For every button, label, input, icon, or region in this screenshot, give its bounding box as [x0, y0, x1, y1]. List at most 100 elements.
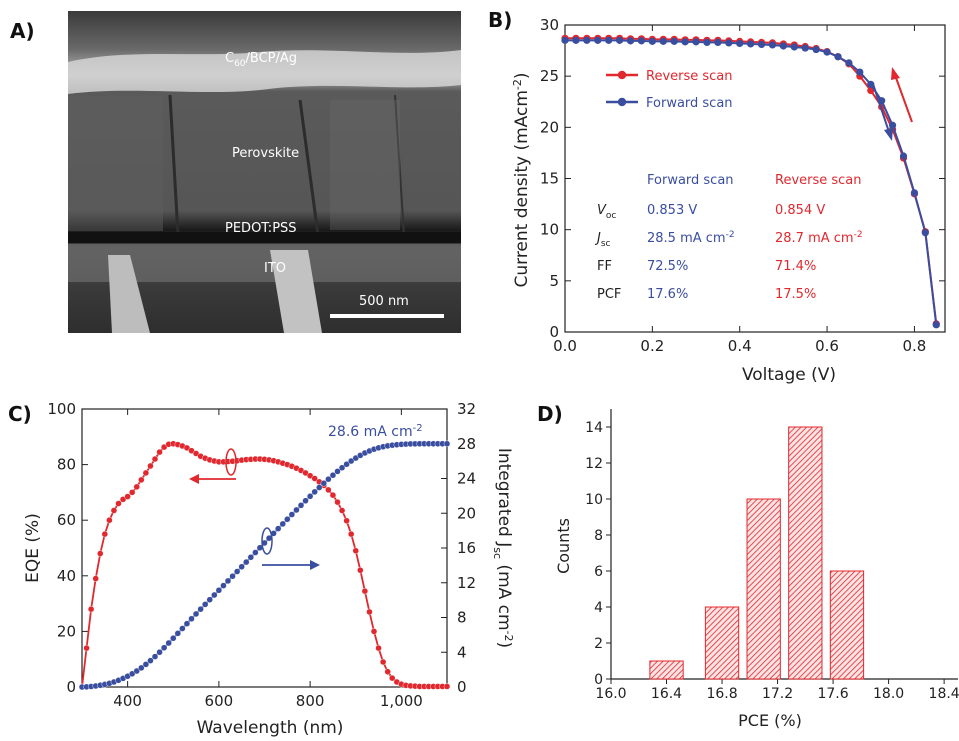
eqe-y2tick-label: 0: [457, 678, 467, 696]
eqe-y2tick-label: 24: [457, 470, 476, 488]
jv-point-forward: [648, 37, 656, 45]
panel-b-label: B): [488, 8, 512, 32]
jv-point-forward: [921, 229, 929, 237]
panel-c-label: C): [8, 402, 32, 426]
hist-bar: [704, 606, 740, 680]
jv-line-reverse: [565, 37, 938, 324]
integrated-jsc-point: [170, 635, 177, 642]
eqe-point: [343, 517, 350, 524]
eqe-point: [147, 462, 154, 470]
integrated-jsc-point: [334, 468, 341, 475]
eqe-point: [101, 530, 109, 538]
jv-point-forward: [834, 53, 842, 61]
eqe-point: [92, 575, 99, 582]
integrated-jsc-point: [252, 549, 259, 556]
eqe-ytick-label: 100: [47, 400, 76, 418]
jv-point-forward: [670, 37, 678, 45]
eqe-point: [347, 530, 355, 538]
eqe-frame: [81, 408, 448, 688]
eqe-ylabel: EQE (%): [23, 513, 43, 583]
eqe-point: [338, 507, 346, 514]
hist-ytick-label: 14: [585, 420, 603, 436]
integrated-jsc-point: [138, 664, 145, 672]
hist-plot: [649, 426, 865, 680]
eqe-xtick-label: 600: [205, 692, 234, 710]
eqe-y2tick-label: 20: [457, 504, 476, 522]
jv-point-forward: [747, 40, 755, 48]
legend-marker-reverse: [617, 70, 627, 80]
row-ff-forward: 72.5%: [647, 259, 688, 274]
hist-xtick-label: 18.0: [873, 686, 904, 702]
hist-xtick-label: 16.8: [706, 686, 737, 702]
integrated-jsc-point: [311, 488, 318, 496]
jv-point-forward: [856, 68, 864, 76]
hist-xtick-label: 16.0: [595, 686, 626, 702]
hist-ytick-label: 6: [594, 564, 603, 580]
integrated-jsc-point: [192, 610, 200, 618]
integrated-jsc-point: [224, 577, 232, 585]
eqe-plot: [78, 440, 451, 691]
jv-ytick-label: 15: [540, 170, 559, 188]
jv-point-forward: [910, 189, 919, 197]
jv-ytick-label: 25: [540, 67, 559, 85]
layer-pedot-label: PEDOT:PSS: [225, 221, 297, 236]
arrow-forward: [872, 83, 893, 141]
legend-forward-label: Forward scan: [646, 96, 733, 111]
integrated-jsc-point: [233, 568, 241, 575]
arrow-reverse: [891, 67, 913, 123]
eqe-point: [83, 644, 90, 652]
jv-point-forward: [768, 41, 777, 49]
eqe-y2tick-label: 8: [457, 609, 467, 627]
layer-top-label: C60/BCP/Ag: [225, 51, 297, 69]
params-table: Forward scan Reverse scan Voc 0.853 V 0.…: [594, 173, 863, 302]
integrated-jsc-point: [306, 493, 314, 500]
jv-xtick-label: 0.8: [902, 337, 926, 355]
integrated-jsc-point: [151, 653, 159, 660]
eqe-point: [97, 550, 104, 557]
eqe-point: [325, 486, 332, 494]
eqe-xtick-label: 800: [296, 692, 325, 710]
integrated-jsc-point: [165, 639, 172, 647]
row-voc-reverse: 0.854 V: [775, 203, 825, 218]
hist-ytick-label: 4: [594, 600, 603, 616]
legend-reverse-label: Reverse scan: [646, 69, 733, 84]
integrated-jsc-point: [211, 591, 218, 599]
eqe-axes: 400 600 800 1,000 0 20 40 60 80 100 0 4 8 12 16 20 24 28 3…: [47, 400, 476, 710]
hist-ytick-label: 0: [594, 672, 603, 688]
eqe-point: [142, 469, 150, 477]
hist-bar: [649, 660, 684, 680]
jv-point-forward: [790, 43, 798, 51]
row-voc-name: Voc: [597, 203, 616, 221]
jv-ylabel: Current density (mAcm-2): [511, 72, 532, 287]
jv-xtick-label: 0.6: [815, 337, 839, 355]
eqe-ytick-label: 80: [57, 456, 76, 474]
jv-point-forward: [801, 44, 809, 52]
jv-point-forward: [583, 36, 591, 44]
jv-point-forward: [659, 37, 667, 45]
integrated-jsc-point: [297, 502, 305, 509]
integrated-jsc-point: [247, 554, 255, 561]
jv-point-forward: [779, 42, 787, 50]
eqe-point: [384, 668, 391, 675]
jv-plot: [561, 34, 940, 329]
hist-xtick-label: 17.2: [762, 686, 793, 702]
eqe-point: [138, 476, 145, 484]
integrated-jsc-point: [133, 667, 140, 675]
eqe-point: [375, 644, 382, 652]
eqe-y2tick-label: 32: [457, 400, 476, 418]
eqe-xlabel: Wavelength (nm): [197, 718, 344, 738]
scale-bar-label: 500 nm: [359, 294, 409, 309]
integrated-jsc-point: [347, 457, 355, 465]
panel-a-label: A): [10, 19, 35, 43]
hist-xlabel: PCE (%): [738, 711, 802, 730]
integrated-jsc-point: [302, 497, 309, 504]
svg-text:C60/BCP/Ag: C60/BCP/Ag: [225, 51, 297, 69]
row-jsc-forward: 28.5 mA cm-2: [647, 230, 735, 246]
integrated-jsc-point: [274, 525, 282, 532]
jv-point-forward: [681, 38, 689, 46]
jv-point-forward: [594, 36, 602, 44]
eqe-point: [366, 608, 373, 616]
eqe-y2tick-label: 12: [457, 574, 476, 592]
integrated-jsc-point: [279, 520, 286, 528]
